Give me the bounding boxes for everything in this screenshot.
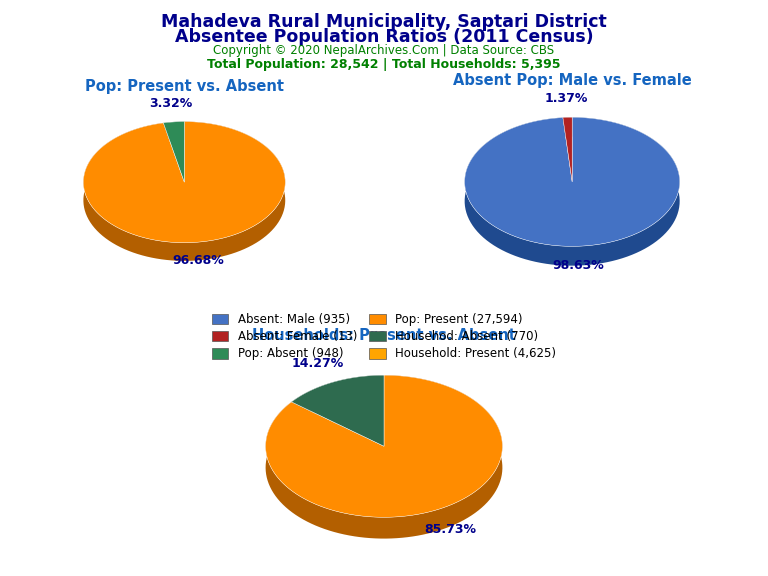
Text: 14.27%: 14.27%	[291, 357, 343, 370]
Title: Households: Present vs. Absent: Households: Present vs. Absent	[252, 328, 516, 343]
Polygon shape	[292, 375, 384, 446]
Polygon shape	[292, 375, 384, 423]
Polygon shape	[465, 118, 680, 247]
Title: Pop: Present vs. Absent: Pop: Present vs. Absent	[84, 79, 284, 94]
Polygon shape	[164, 122, 184, 182]
Text: 98.63%: 98.63%	[552, 259, 604, 272]
Polygon shape	[563, 118, 572, 137]
Text: Absentee Population Ratios (2011 Census): Absentee Population Ratios (2011 Census)	[174, 28, 594, 46]
Polygon shape	[266, 375, 502, 539]
Text: 85.73%: 85.73%	[425, 523, 477, 536]
Legend: Absent: Male (935), Absent: Female (13), Pop: Absent (948), Pop: Present (27,594: Absent: Male (935), Absent: Female (13),…	[207, 308, 561, 365]
Polygon shape	[84, 122, 285, 242]
Polygon shape	[563, 118, 572, 182]
Text: 3.32%: 3.32%	[149, 97, 192, 111]
Text: Copyright © 2020 NepalArchives.Com | Data Source: CBS: Copyright © 2020 NepalArchives.Com | Dat…	[214, 44, 554, 57]
Text: 1.37%: 1.37%	[545, 92, 588, 104]
Text: Mahadeva Rural Municipality, Saptari District: Mahadeva Rural Municipality, Saptari Dis…	[161, 13, 607, 31]
Polygon shape	[84, 122, 285, 261]
Text: Total Population: 28,542 | Total Households: 5,395: Total Population: 28,542 | Total Househo…	[207, 58, 561, 71]
Title: Absent Pop: Male vs. Female: Absent Pop: Male vs. Female	[453, 73, 691, 88]
Text: 96.68%: 96.68%	[172, 254, 223, 267]
Polygon shape	[266, 375, 502, 517]
Polygon shape	[465, 118, 680, 266]
Polygon shape	[164, 122, 184, 141]
